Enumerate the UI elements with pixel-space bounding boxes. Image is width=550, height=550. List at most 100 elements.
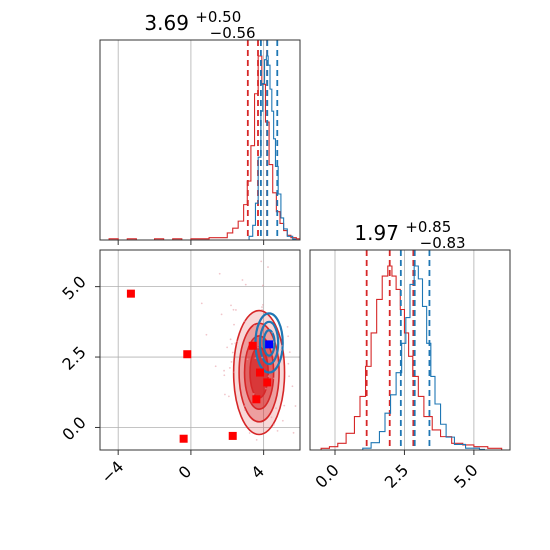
scatter-sample [287,335,290,338]
scatter-sample [260,260,263,263]
scatter-sample [227,395,230,398]
scatter-sample [291,385,294,388]
red-square-marker [263,378,272,387]
scatter-sample [272,423,275,426]
scatter-sample [223,374,226,377]
scatter-sample [200,302,203,305]
scatter-sample [235,340,238,343]
panel-marginal-1-frame [99,39,301,241]
panel-marginal-2-title: 1.97 +0.85 −0.83 [354,213,465,252]
panel-marginal-2-title-upper: +0.85 [405,218,451,236]
red-square-marker [179,434,188,443]
blue-square-marker [265,340,274,349]
scatter-sample [283,404,286,407]
scatter-sample [244,403,247,405]
x-tick-label: 0.0 [311,460,342,491]
scatter-sample [275,407,277,410]
scatter-sample [233,323,235,326]
scatter-sample [261,308,264,311]
scatter-sample [274,390,277,393]
scatter-sample [267,266,269,268]
panel-marginal-2-frame [309,249,511,451]
panel-joint: −4 0 4 0.0 2.5 5.0 [58,249,301,487]
panel-marginal-1: 3.69 +0.50 −0.56 [99,3,301,245]
histogram-series-0 [310,265,508,451]
scatter-sample [292,431,295,434]
scatter-sample [280,344,283,347]
red-square-marker [126,289,135,298]
scatter-sample [255,438,258,441]
scatter-sample [280,348,283,351]
scatter-sample [233,371,236,374]
scatter-sample [288,375,290,378]
red-square-marker [252,395,261,404]
scatter-sample [243,405,246,407]
scatter-sample [257,346,259,349]
scatter-sample [256,417,259,420]
scatter-sample [287,362,290,365]
scatter-sample [286,325,289,328]
scatter-sample [250,413,253,416]
scatter-sample [254,357,257,359]
red-square-marker [183,350,192,359]
scatter-sample [267,375,270,378]
panel-marginal-1-title-value: 3.69 [144,11,189,35]
scatter-sample [205,333,208,336]
scatter-sample [261,306,263,308]
red-square-marker [248,341,257,350]
x-tick-label: 4 [247,462,268,483]
panel-marginal-1-title-lower: −0.56 [210,24,256,42]
histogram-series-1 [248,55,297,240]
scatter-sample [246,404,249,407]
scatter-sample [243,409,246,411]
scatter-sample [226,346,229,349]
panel-marginal-2: 0.0 2.5 5.0 1.97 +0.85 −0.83 [309,213,511,492]
panel-joint-frame [99,249,301,451]
scatter-sample [230,360,233,363]
y-tick-label: 2.5 [58,342,89,373]
red-square-marker [256,368,264,377]
y-tick-label: 5.0 [58,272,89,303]
blue-contour-level-2 [262,329,276,357]
scatter-sample [230,304,232,307]
scatter-sample [218,272,221,275]
red-square-marker [228,431,237,440]
x-tick-label: −4 [97,457,127,487]
scatter-sample [253,324,256,327]
scatter-sample [231,343,233,345]
scatter-sample [246,358,249,361]
scatter-sample [261,303,264,306]
panel-marginal-2-title-value: 1.97 [354,221,399,245]
y-tick-label: 0.0 [58,413,89,444]
scatter-sample [228,367,231,369]
x-tick-label: 5.0 [450,460,481,491]
scatter-sample [243,320,246,322]
scatter-sample [281,419,284,422]
scatter-sample [270,416,273,419]
scatter-sample [294,405,297,407]
scatter-sample [235,309,237,311]
x-tick-label: 2.5 [381,460,412,491]
scatter-sample [261,356,264,359]
panel-marginal-1-title: 3.69 +0.50 −0.56 [144,3,255,42]
scatter-sample [241,279,244,281]
scatter-sample [214,365,217,368]
scatter-sample [288,351,291,354]
scatter-sample [264,387,267,390]
scatter-sample [248,432,251,434]
scatter-sample [231,351,234,354]
scatter-sample [234,342,237,345]
panel-marginal-1-title-upper: +0.50 [195,8,241,26]
scatter-sample [229,338,232,341]
panel-marginal-2-title-lower: −0.83 [420,234,466,252]
scatter-sample [261,284,264,287]
scatter-sample [223,369,225,372]
scatter-sample [271,331,274,334]
scatter-sample [224,393,226,396]
scatter-sample [232,308,235,311]
x-tick-label: 0 [175,462,196,483]
scatter-sample [252,392,255,395]
scatter-sample [276,429,279,432]
scatter-sample [220,313,223,316]
